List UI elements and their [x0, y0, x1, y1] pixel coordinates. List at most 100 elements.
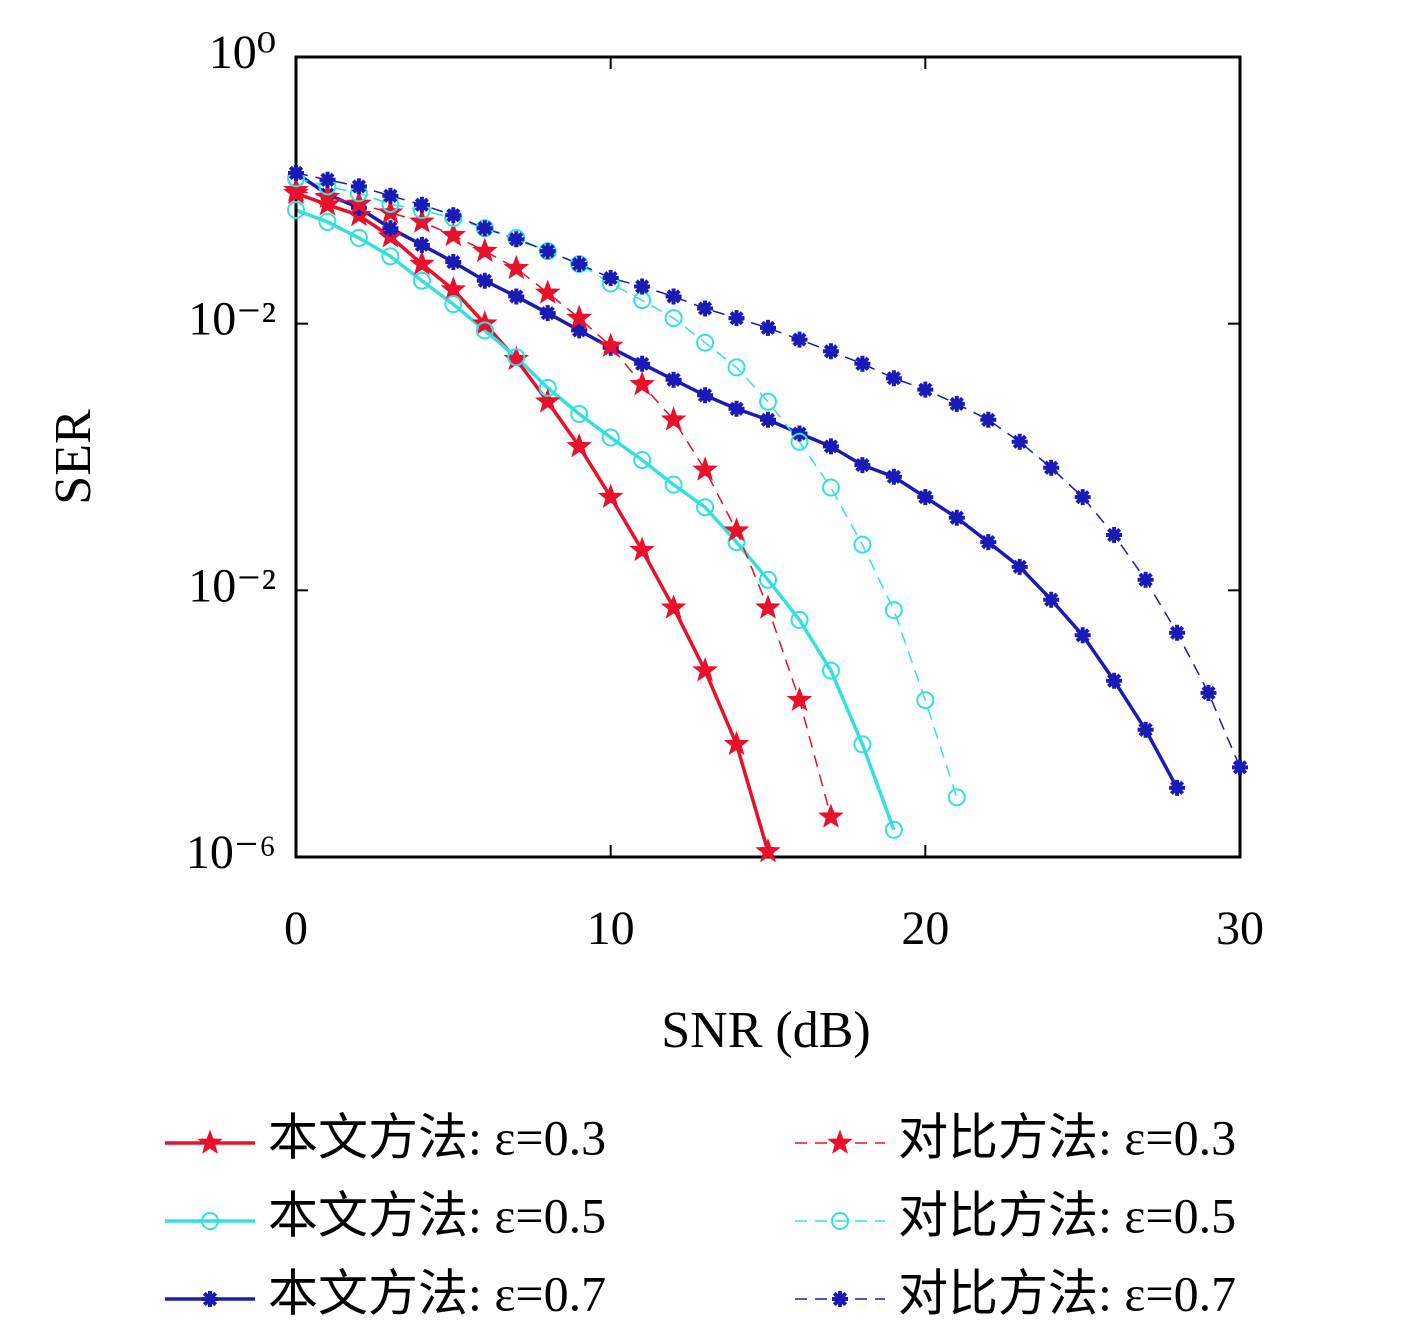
legend-label: 本文方法: ε=0.3 [268, 1109, 606, 1165]
marker-circle [727, 358, 746, 377]
legend-label: 对比方法: ε=0.7 [898, 1265, 1236, 1321]
marker-star [629, 371, 655, 396]
legend-marker [197, 1129, 223, 1154]
marker-circle [444, 295, 463, 314]
marker-asterisk [697, 387, 714, 404]
legend-marker [827, 1129, 853, 1154]
y-tick-label: 10⁻⁶ [186, 826, 276, 879]
x-tick-label: 30 [1216, 902, 1264, 955]
marker-asterisk [760, 411, 776, 428]
marker-asterisk [854, 355, 871, 372]
marker-asterisk [1074, 489, 1091, 506]
marker-circle [287, 201, 305, 220]
marker-asterisk [1137, 571, 1154, 588]
marker-star [566, 432, 592, 458]
marker-star [597, 483, 624, 508]
marker-star [755, 594, 781, 619]
marker-asterisk [539, 243, 556, 260]
marker-asterisk [288, 165, 304, 181]
marker-circle [664, 309, 683, 328]
marker-asterisk [697, 300, 714, 317]
marker-asterisk [382, 220, 399, 237]
marker-asterisk [602, 270, 619, 286]
marker-star [660, 594, 687, 619]
marker-circle [475, 321, 494, 340]
marker-asterisk [822, 438, 839, 455]
marker-asterisk [413, 196, 430, 213]
marker-circle [947, 788, 966, 807]
marker-circle [664, 475, 683, 494]
marker-circle [381, 247, 400, 266]
marker-star [283, 176, 309, 202]
marker-circle [538, 378, 557, 397]
marker-asterisk [665, 371, 682, 388]
series-line [296, 189, 832, 818]
marker-asterisk [571, 256, 588, 272]
marker-asterisk [634, 278, 651, 295]
marker-asterisk [760, 319, 776, 336]
marker-asterisk [319, 171, 336, 188]
marker-asterisk [445, 207, 462, 224]
marker-asterisk [1011, 433, 1028, 450]
legend-marker [201, 1212, 219, 1230]
marker-asterisk [1043, 591, 1060, 608]
marker-circle [601, 428, 620, 447]
legend-label: 对比方法: ε=0.5 [898, 1187, 1236, 1243]
legend-label: 本文方法: ε=0.7 [268, 1265, 606, 1321]
marker-asterisk [539, 305, 556, 322]
marker-asterisk [476, 220, 493, 237]
marker-star [314, 183, 341, 208]
y-tick-label: 10⁻² [188, 559, 276, 612]
marker-star [440, 276, 467, 301]
marker-asterisk [1169, 624, 1186, 641]
marker-circle [853, 735, 872, 754]
marker-asterisk [885, 370, 902, 387]
series-line [296, 191, 770, 852]
marker-circle [821, 661, 840, 680]
x-tick-label: 0 [284, 902, 308, 955]
marker-asterisk [350, 178, 367, 195]
marker-asterisk [508, 288, 525, 305]
marker-asterisk [508, 231, 525, 248]
y-tick-label: 10⁻² [188, 293, 276, 346]
marker-asterisk [885, 468, 902, 485]
marker-asterisk [665, 288, 682, 305]
marker-circle [853, 535, 872, 554]
marker-asterisk [1169, 779, 1186, 796]
marker-asterisk [1232, 759, 1248, 776]
marker-star [566, 304, 592, 330]
marker-circle [759, 392, 777, 411]
marker-circle [507, 348, 526, 367]
marker-asterisk [1043, 459, 1060, 476]
marker-star [409, 208, 435, 233]
marker-circle [570, 405, 589, 424]
marker-asterisk [728, 310, 745, 327]
marker-circle [821, 478, 840, 497]
marker-star [597, 332, 624, 357]
plot-area [296, 171, 1240, 852]
marker-star [346, 190, 372, 215]
marker-asterisk [948, 395, 965, 412]
marker-asterisk [948, 509, 965, 526]
marker-star [723, 517, 750, 542]
legend-marker [202, 1291, 218, 1307]
marker-circle [790, 610, 809, 629]
y-axis-label: SER [45, 409, 102, 505]
marker-asterisk [445, 254, 462, 270]
marker-asterisk [413, 236, 430, 253]
marker-circle [884, 601, 903, 620]
marker-asterisk [822, 343, 839, 360]
marker-star [723, 730, 750, 756]
plot-frame [294, 55, 1242, 859]
marker-circle [916, 691, 935, 710]
marker-asterisk [980, 534, 997, 551]
marker-star [534, 279, 561, 304]
marker-asterisk [728, 400, 745, 417]
marker-asterisk [917, 381, 934, 398]
series-line [296, 177, 958, 798]
series-line [296, 172, 1240, 768]
marker-asterisk [476, 272, 493, 289]
y-tick-label: 10⁰ [209, 26, 276, 79]
x-tick-label: 10 [587, 902, 635, 955]
series-line [296, 208, 896, 831]
